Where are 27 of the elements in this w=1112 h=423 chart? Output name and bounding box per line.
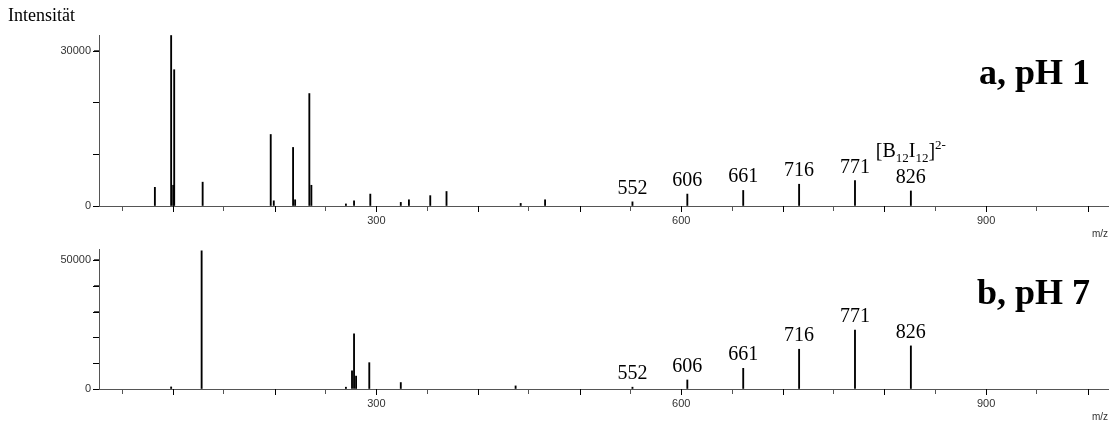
annotation: 606: [672, 353, 703, 376]
x-axis-title: m/z: [1091, 410, 1108, 422]
y-tick-label: 0: [84, 199, 91, 212]
annotation: 552: [617, 361, 648, 384]
y-tick-label: 50000: [60, 252, 91, 265]
x-tick-label: 600: [672, 396, 691, 409]
annotation: 826: [895, 164, 926, 187]
y-tick-label: 0: [84, 382, 91, 395]
y-tick-label: 30000: [60, 43, 91, 56]
x-tick-label: 900: [976, 396, 996, 409]
annotation: 826: [895, 319, 926, 342]
annotation: 661: [728, 342, 759, 365]
y-axis-title: Intensität: [8, 4, 75, 25]
annotation: 771: [839, 154, 870, 177]
x-axis-title: m/z: [1091, 227, 1108, 239]
annotation: 716: [784, 158, 815, 181]
annotation: 716: [784, 323, 815, 346]
x-tick-label: 300: [367, 396, 386, 409]
x-tick-label: 300: [367, 213, 386, 226]
text: a, pH 1: [978, 52, 1090, 93]
x-tick-label: 600: [672, 213, 691, 226]
text: b, pH 7: [976, 271, 1090, 312]
x-tick-label: 900: [976, 213, 996, 226]
annotation: 661: [728, 164, 759, 187]
annotation: 771: [839, 304, 870, 327]
annotation: 606: [672, 168, 703, 191]
annotation: 552: [617, 175, 648, 198]
